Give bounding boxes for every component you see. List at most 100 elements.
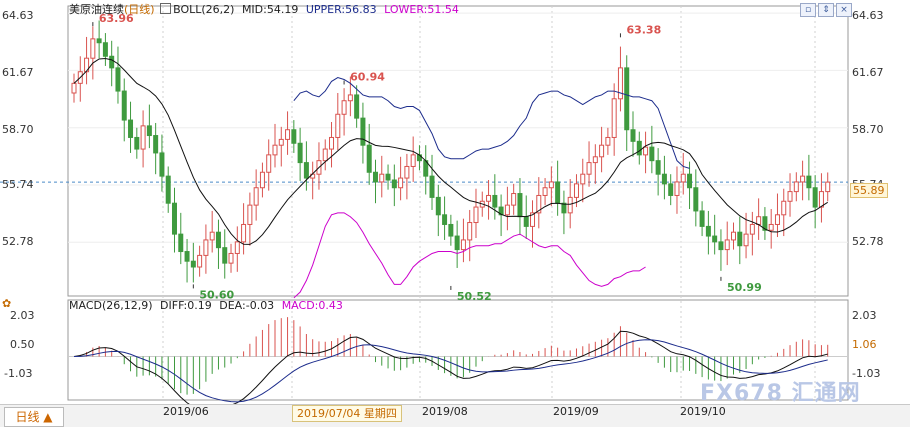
price-tick-left-0: 64.63 — [2, 9, 34, 22]
price-tick-right-4: 52.78 — [852, 235, 884, 248]
candle-body-48 — [372, 171, 378, 183]
candle-body-64 — [473, 206, 479, 224]
macd-tick-right-0: 2.03 — [852, 309, 877, 322]
candle-body-88 — [624, 67, 630, 131]
candle-body-83 — [592, 156, 598, 164]
candle-body-115 — [793, 181, 799, 193]
macd-last-value: 1.06 — [852, 338, 877, 351]
candle-body-21 — [203, 239, 209, 256]
candle-body-95 — [668, 183, 674, 196]
candle-body-44 — [347, 94, 353, 102]
candle-body-99 — [693, 187, 699, 212]
zoom-icon[interactable]: ▫ — [800, 3, 816, 17]
candle-body-89 — [630, 129, 636, 142]
candle-body-53 — [404, 165, 410, 179]
candle-body-81 — [580, 173, 586, 185]
candle-body-17 — [178, 233, 184, 253]
candle-body-28 — [247, 204, 253, 225]
candle-body-51 — [391, 179, 397, 189]
watermark-logo: FX678 汇通网 — [700, 381, 861, 406]
candle-body-46 — [360, 117, 366, 146]
candle-body-43 — [341, 100, 347, 115]
candle-body-18 — [184, 251, 190, 262]
candle-body-70 — [511, 193, 517, 206]
tab-daily[interactable]: 日线 ▲ — [4, 407, 64, 427]
candle-body-31 — [266, 154, 272, 173]
candle-body-62 — [460, 239, 466, 251]
macd-tick-left-0: 2.03 — [10, 309, 35, 322]
candle-body-23 — [215, 231, 221, 249]
candle-body-71 — [517, 193, 523, 218]
candle-body-85 — [605, 136, 611, 146]
candle-body-9 — [128, 119, 134, 138]
boll-upper-line — [293, 76, 690, 169]
macd-dea-line — [73, 339, 828, 403]
candle-body-37 — [303, 162, 309, 179]
candle-body-61 — [454, 235, 460, 251]
candle-body-35 — [291, 129, 297, 144]
candle-body-82 — [586, 162, 592, 175]
x-label-2: 2019/08 — [422, 405, 468, 418]
candle-body-107 — [743, 233, 749, 247]
candle-body-94 — [661, 173, 667, 185]
boll-mid-line — [73, 58, 828, 245]
candle-body-87 — [617, 67, 623, 100]
candle-body-13 — [153, 135, 159, 154]
x-label-3: 2019/09 — [553, 405, 599, 418]
price-tick-right-0: 64.63 — [852, 9, 884, 22]
candle-body-4 — [96, 38, 102, 44]
candle-body-76 — [548, 181, 554, 189]
boll-upper: UPPER:56.83 — [305, 3, 377, 16]
candle-body-15 — [165, 175, 171, 204]
candle-body-57 — [429, 175, 435, 198]
candle-body-42 — [335, 113, 341, 138]
macd-tick-left-2: -1.03 — [4, 367, 33, 380]
macd-frame — [67, 299, 849, 401]
boll-toggle-icon[interactable] — [160, 3, 172, 14]
candle-body-110 — [762, 216, 768, 231]
candle-body-84 — [599, 144, 605, 158]
candle-body-6 — [109, 55, 115, 69]
candle-body-3 — [90, 38, 96, 59]
candle-body-111 — [768, 223, 774, 231]
boll-lower-line — [293, 212, 646, 299]
candle-body-112 — [774, 214, 780, 225]
candle-body-78 — [561, 202, 567, 214]
close-icon[interactable]: × — [836, 3, 852, 17]
annotation-label-2: 60.94 — [350, 70, 385, 83]
price-legend: 美原油连续(日线) BOLL(26,2) MID:54.19 UPPER:56.… — [69, 3, 459, 17]
macd-tick-right-2: -1.03 — [852, 367, 881, 380]
candle-body-27 — [241, 223, 247, 243]
candle-body-34 — [285, 129, 291, 140]
candle-body-102 — [712, 235, 718, 243]
candle-body-60 — [448, 223, 454, 237]
candle-body-50 — [385, 173, 391, 181]
candle-body-0 — [71, 82, 77, 94]
candle-body-113 — [781, 200, 787, 216]
candle-body-93 — [655, 160, 661, 175]
price-tick-right-2: 58.70 — [852, 123, 884, 136]
price-tick-left-3: 55.74 — [2, 178, 34, 191]
candle-body-97 — [680, 173, 686, 183]
candle-body-77 — [555, 181, 561, 204]
annotation-label-4: 63.38 — [626, 23, 661, 36]
candle-body-118 — [812, 187, 818, 208]
price-tick-left-4: 52.78 — [2, 235, 34, 248]
candle-body-98 — [687, 173, 693, 189]
boll-mid: MID:54.19 — [241, 3, 299, 16]
price-frame — [67, 5, 849, 297]
candle-body-22 — [209, 231, 215, 241]
settings-icon[interactable]: ✿ — [2, 297, 12, 310]
candle-body-20 — [197, 254, 203, 268]
candle-body-120 — [825, 181, 831, 193]
candle-body-66 — [486, 194, 492, 202]
expand-icon[interactable]: ⇕ — [818, 3, 834, 17]
candle-body-47 — [366, 144, 372, 173]
candle-body-79 — [567, 196, 573, 214]
candle-body-63 — [467, 222, 473, 241]
candle-body-100 — [699, 210, 705, 227]
annotation-label-0: 63.96 — [99, 12, 134, 25]
macd-diff: DIFF:0.19 — [160, 299, 212, 312]
candle-body-25 — [228, 252, 234, 264]
